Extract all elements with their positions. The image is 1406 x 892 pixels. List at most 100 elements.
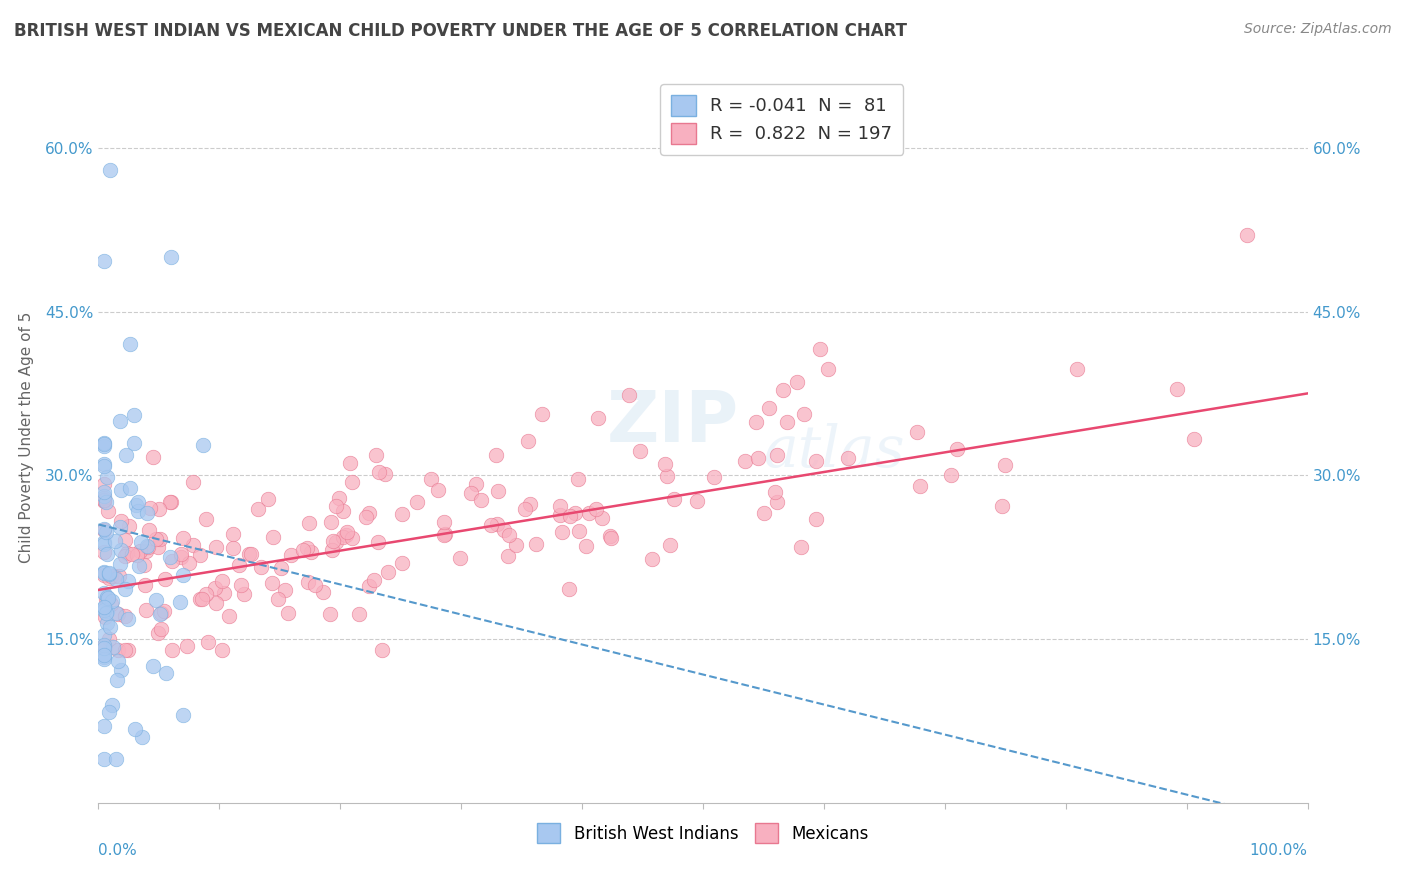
Point bbox=[124, 498, 146, 512]
Point bbox=[181, 475, 204, 489]
Point bbox=[240, 547, 263, 561]
Point bbox=[340, 532, 363, 546]
Point bbox=[766, 495, 789, 509]
Point bbox=[260, 576, 283, 591]
Point bbox=[806, 512, 828, 526]
Point bbox=[134, 577, 156, 591]
Point bbox=[747, 451, 769, 466]
Point bbox=[481, 518, 503, 533]
Point bbox=[374, 467, 396, 482]
Point bbox=[229, 578, 252, 592]
Point bbox=[115, 448, 138, 462]
Point bbox=[94, 606, 117, 620]
Point bbox=[908, 479, 931, 493]
Point bbox=[146, 540, 169, 554]
Point bbox=[110, 515, 132, 529]
Point bbox=[586, 411, 609, 425]
Point bbox=[270, 561, 292, 575]
Point bbox=[136, 539, 159, 553]
Point bbox=[93, 567, 115, 582]
Point bbox=[228, 558, 250, 572]
Point bbox=[170, 547, 193, 561]
Point bbox=[485, 448, 508, 462]
Point bbox=[93, 522, 115, 536]
Point bbox=[96, 616, 118, 631]
Point bbox=[368, 465, 391, 479]
Point bbox=[257, 491, 280, 506]
Point bbox=[110, 663, 132, 677]
Point bbox=[564, 506, 586, 520]
Point bbox=[516, 434, 538, 449]
Point bbox=[93, 491, 115, 506]
Point bbox=[121, 547, 143, 561]
Point bbox=[93, 545, 115, 559]
Point bbox=[177, 556, 200, 570]
Point bbox=[654, 457, 676, 471]
Point bbox=[122, 436, 145, 450]
Point bbox=[752, 506, 775, 520]
Point bbox=[93, 439, 115, 453]
Point bbox=[531, 407, 554, 421]
Point bbox=[686, 493, 709, 508]
Point bbox=[211, 574, 233, 589]
Point bbox=[94, 592, 117, 607]
Point bbox=[145, 532, 167, 546]
Point bbox=[101, 593, 124, 607]
Text: 100.0%: 100.0% bbox=[1250, 843, 1308, 858]
Point bbox=[135, 544, 157, 558]
Point bbox=[125, 549, 148, 563]
Point bbox=[641, 552, 664, 566]
Point bbox=[1184, 432, 1206, 446]
Point bbox=[96, 603, 118, 617]
Point bbox=[93, 489, 115, 503]
Point bbox=[129, 535, 152, 549]
Point bbox=[486, 484, 509, 499]
Point bbox=[145, 593, 167, 607]
Point bbox=[222, 541, 245, 555]
Point bbox=[299, 545, 322, 559]
Point bbox=[420, 472, 443, 486]
Point bbox=[105, 572, 128, 586]
Point bbox=[496, 549, 519, 563]
Point bbox=[524, 537, 547, 551]
Point bbox=[519, 497, 541, 511]
Point bbox=[148, 533, 170, 547]
Point bbox=[149, 607, 172, 621]
Point bbox=[837, 451, 859, 466]
Point bbox=[339, 456, 361, 470]
Point bbox=[772, 383, 794, 397]
Point bbox=[93, 457, 115, 471]
Point bbox=[101, 698, 124, 713]
Point bbox=[328, 491, 350, 506]
Point bbox=[591, 510, 613, 524]
Point bbox=[449, 550, 471, 565]
Point bbox=[93, 600, 115, 615]
Point bbox=[181, 538, 204, 552]
Point bbox=[433, 526, 456, 541]
Point bbox=[97, 591, 120, 605]
Point bbox=[817, 362, 839, 376]
Point bbox=[117, 546, 139, 560]
Point bbox=[159, 494, 181, 508]
Point bbox=[101, 640, 124, 654]
Point bbox=[131, 731, 153, 745]
Point bbox=[304, 578, 326, 592]
Point bbox=[118, 519, 141, 533]
Point bbox=[104, 606, 127, 620]
Y-axis label: Child Poverty Under the Age of 5: Child Poverty Under the Age of 5 bbox=[18, 311, 34, 563]
Point bbox=[117, 612, 139, 626]
Text: ZIP: ZIP bbox=[606, 388, 738, 457]
Point bbox=[93, 586, 115, 600]
Point bbox=[114, 608, 136, 623]
Point bbox=[406, 495, 429, 509]
Point bbox=[485, 517, 508, 532]
Point bbox=[194, 587, 217, 601]
Point bbox=[100, 569, 122, 583]
Point bbox=[135, 506, 157, 520]
Point bbox=[658, 538, 681, 552]
Point bbox=[505, 538, 527, 552]
Point bbox=[465, 477, 488, 491]
Point bbox=[274, 582, 297, 597]
Point bbox=[336, 524, 359, 539]
Point bbox=[93, 639, 115, 653]
